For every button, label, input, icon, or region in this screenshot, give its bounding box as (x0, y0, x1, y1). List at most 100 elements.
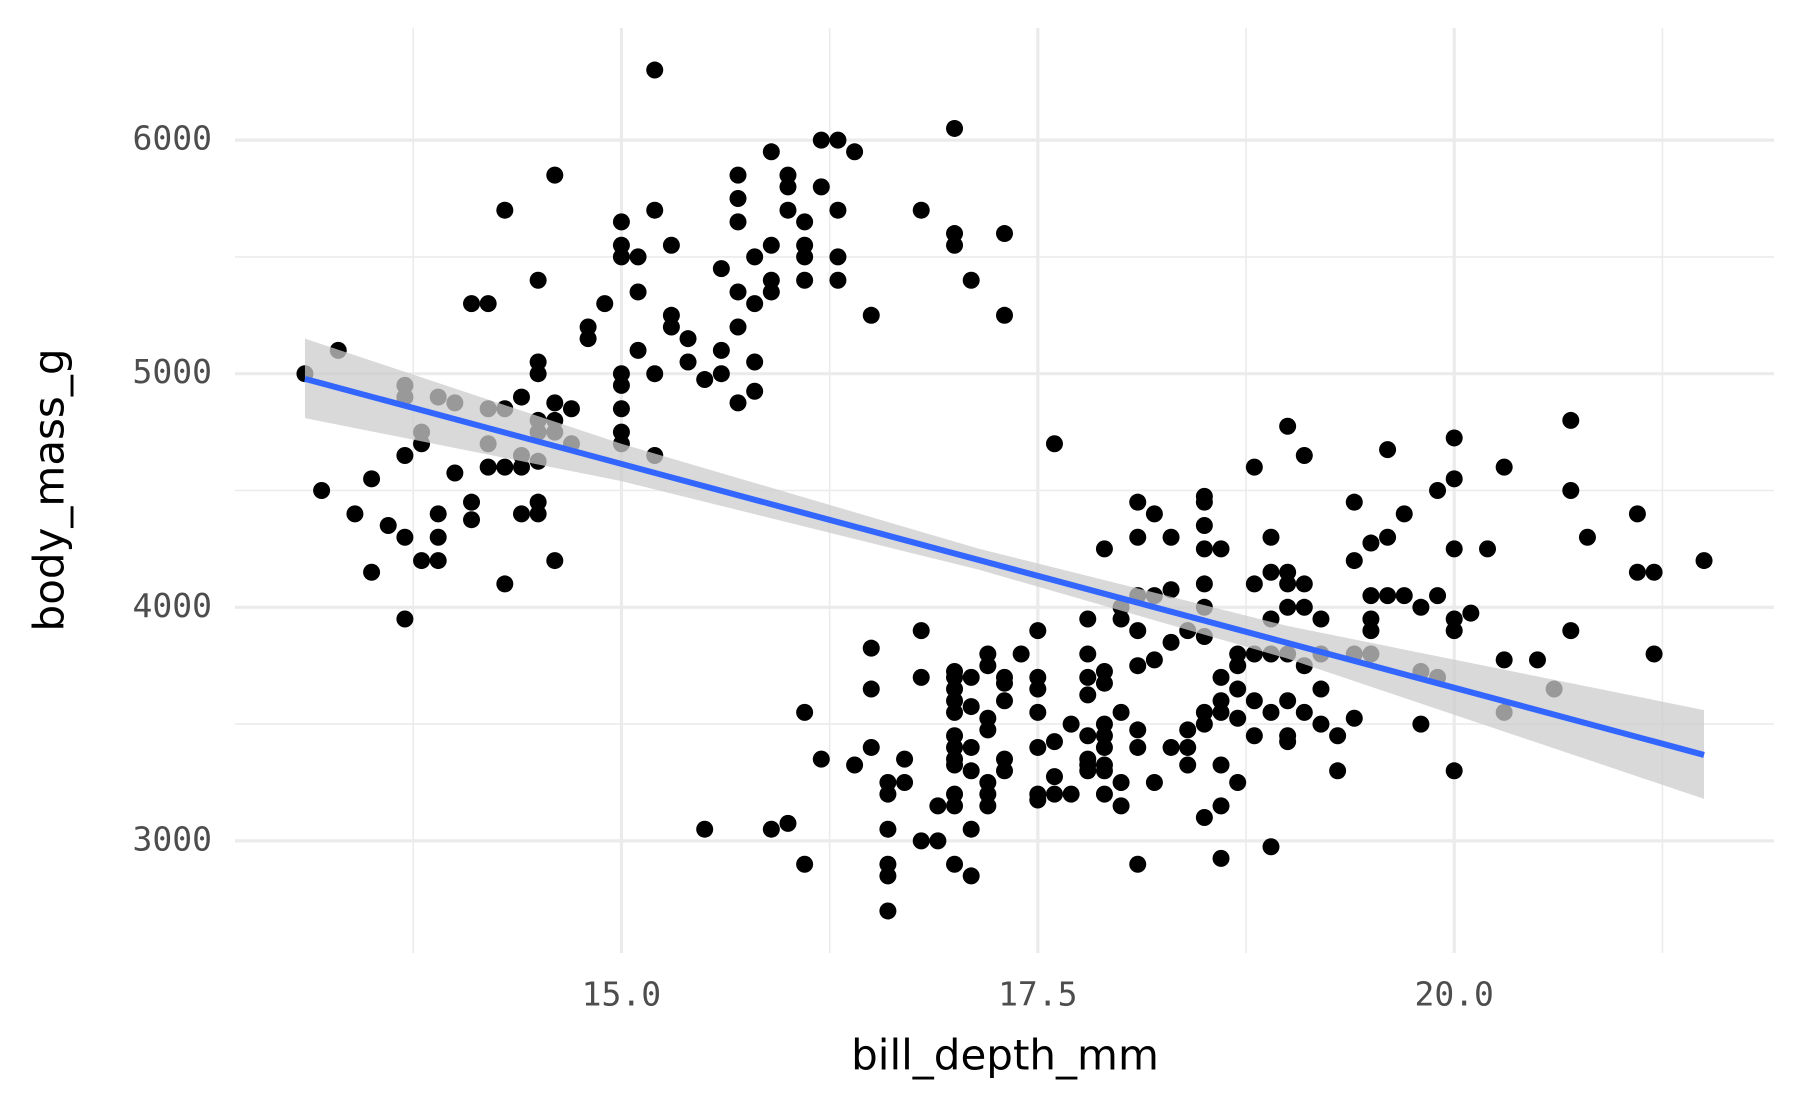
point (1245, 727, 1263, 745)
point (446, 464, 464, 482)
point (729, 318, 747, 336)
point (1279, 692, 1297, 710)
point (1628, 563, 1646, 581)
point (1062, 785, 1080, 803)
point (879, 855, 897, 873)
point (1045, 785, 1063, 803)
point (979, 721, 997, 739)
point (463, 493, 481, 511)
point (1095, 738, 1113, 756)
point (896, 750, 914, 768)
point (1562, 411, 1580, 429)
point (313, 482, 331, 499)
point (1145, 505, 1163, 523)
point (1245, 575, 1263, 593)
point (1145, 773, 1163, 791)
point (946, 225, 964, 243)
point (1095, 674, 1113, 692)
point (1195, 703, 1213, 721)
point (1079, 668, 1097, 686)
point (1079, 610, 1097, 628)
point (363, 563, 381, 581)
point (1245, 692, 1263, 710)
point (396, 610, 414, 628)
point (796, 248, 814, 266)
point (946, 680, 964, 698)
point (1562, 622, 1580, 640)
point (896, 773, 914, 791)
point (512, 388, 530, 406)
point (946, 797, 964, 815)
point (1179, 738, 1197, 756)
point (996, 674, 1013, 692)
point (1412, 715, 1430, 733)
point (996, 306, 1013, 324)
point (429, 528, 447, 546)
point (1195, 517, 1213, 535)
point (479, 295, 497, 313)
point (1162, 528, 1180, 546)
point (1445, 622, 1463, 640)
point (1262, 528, 1280, 546)
point (1279, 563, 1297, 581)
point (646, 365, 664, 383)
point (1129, 622, 1147, 640)
point (512, 505, 530, 523)
point (879, 785, 897, 803)
point (846, 756, 864, 774)
point (1312, 715, 1330, 733)
point (1095, 727, 1113, 745)
point (1095, 540, 1113, 558)
point (1262, 563, 1280, 581)
point (746, 353, 764, 371)
point (829, 131, 847, 149)
point (1279, 575, 1297, 593)
point (1445, 762, 1463, 780)
point (1095, 762, 1113, 780)
point (1079, 645, 1097, 663)
point (1645, 645, 1663, 663)
point (1129, 721, 1147, 739)
point (1362, 622, 1380, 640)
point (796, 703, 814, 721)
point (1429, 587, 1447, 605)
point (612, 365, 630, 383)
point (529, 505, 547, 523)
point (1112, 610, 1130, 628)
point (1212, 703, 1230, 721)
point (1262, 703, 1280, 721)
point (1062, 715, 1080, 733)
point (1112, 773, 1130, 791)
point (1162, 738, 1180, 756)
point (1429, 482, 1447, 499)
point (1362, 534, 1380, 552)
y-tick-label: 3000 (133, 819, 212, 858)
point (1295, 575, 1313, 593)
point (962, 820, 980, 838)
point (712, 365, 730, 383)
point (1395, 587, 1413, 605)
point (512, 458, 530, 476)
point (1312, 680, 1330, 698)
point (979, 709, 997, 727)
point (1029, 703, 1047, 721)
point (729, 283, 747, 301)
point (1262, 838, 1280, 856)
point (912, 668, 930, 686)
point (1095, 663, 1113, 681)
point (1462, 604, 1480, 622)
point (1279, 598, 1297, 616)
x-axis-title: bill_depth_mm (851, 1031, 1159, 1080)
point (979, 785, 997, 803)
point (579, 318, 597, 336)
point (1179, 721, 1197, 739)
point (1345, 552, 1363, 570)
point (712, 260, 730, 278)
point (846, 143, 864, 161)
point (979, 773, 997, 791)
point (662, 236, 680, 254)
point (946, 785, 964, 803)
point (1162, 581, 1180, 599)
point (346, 505, 364, 523)
point (1229, 657, 1247, 675)
